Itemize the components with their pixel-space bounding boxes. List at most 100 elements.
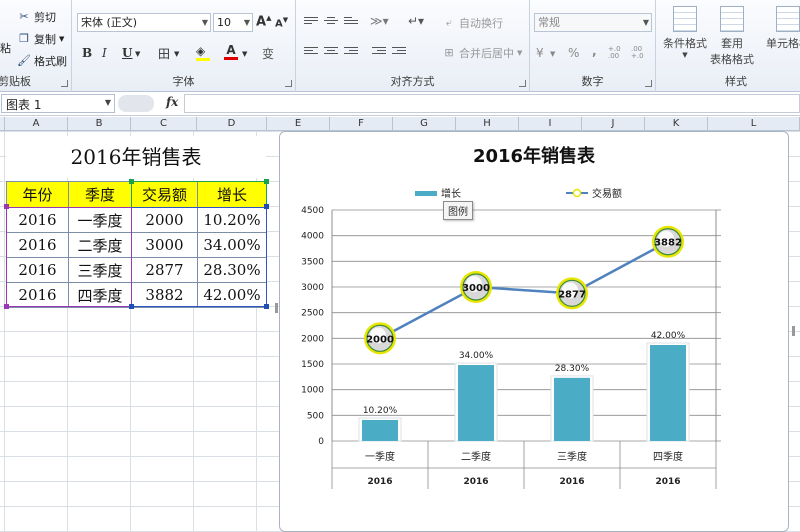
font-color-dropdown-icon[interactable]: ▼ — [242, 50, 248, 58]
increase-decimal-button[interactable]: +.0 .00 — [608, 45, 621, 60]
column-header-h[interactable]: H — [456, 117, 519, 131]
align-middle-icon[interactable] — [324, 17, 338, 28]
currency-dropdown-icon[interactable]: ▼ — [550, 50, 556, 58]
sheet-title-cell[interactable]: 2016年销售表 — [6, 136, 266, 178]
border-button[interactable]: 田 — [158, 47, 171, 61]
column-header-k[interactable]: K — [645, 117, 708, 131]
chart-object[interactable]: 2016年销售表 0 500 1000 1500 2000 2500 3000 3500 400… — [279, 131, 789, 532]
header-cell-quarter[interactable]: 季度 — [68, 181, 132, 208]
chart-title[interactable]: 2016年销售表 — [472, 146, 596, 167]
format-as-table-button[interactable]: 套用 表格格式 — [706, 6, 758, 67]
underline-button[interactable]: U — [122, 46, 133, 60]
table-cell[interactable]: 四季度 — [68, 282, 132, 308]
align-bottom-icon[interactable] — [344, 17, 358, 28]
font-size-select[interactable]: 10 ▼ — [213, 13, 253, 32]
select-all-corner[interactable] — [0, 117, 5, 131]
bold-button[interactable]: B — [82, 46, 93, 60]
column-header-c[interactable]: C — [131, 117, 197, 131]
range-handle[interactable] — [129, 304, 134, 309]
paste-button[interactable]: 粘 — [0, 40, 11, 56]
table-cell[interactable]: 三季度 — [68, 257, 132, 283]
table-cell[interactable]: 42.00% — [197, 282, 267, 308]
table-cell[interactable]: 28.30% — [197, 257, 267, 283]
table-cell[interactable]: 2016 — [6, 282, 69, 308]
number-format-select[interactable]: 常规 ▼ — [534, 13, 652, 32]
range-handle[interactable] — [264, 204, 269, 209]
bar-data-label: 10.20% — [363, 406, 398, 416]
table-cell[interactable]: 2016 — [6, 232, 69, 258]
column-header-i[interactable]: I — [519, 117, 582, 131]
phonetic-button[interactable]: 变 — [262, 47, 275, 61]
y-tick-label: 2500 — [301, 309, 324, 319]
font-color-button[interactable]: A — [224, 43, 238, 60]
table-cell[interactable]: 3000 — [131, 232, 198, 258]
copy-button[interactable]: ❐ 复制 ▼ — [17, 31, 64, 47]
grow-font-button[interactable]: A▲ — [256, 14, 272, 30]
wrap-text-button[interactable]: ⤶ 自动换行 — [442, 15, 503, 31]
range-handle[interactable] — [4, 304, 9, 309]
percent-button[interactable]: % — [568, 46, 580, 60]
name-box[interactable]: 图表 1 ▼ — [1, 94, 115, 113]
underline-dropdown-icon[interactable]: ▼ — [135, 50, 141, 58]
column-header-b[interactable]: B — [68, 117, 131, 131]
insert-function-button[interactable]: fx — [166, 95, 179, 109]
clipboard-launcher-icon[interactable] — [61, 80, 68, 87]
fill-color-button[interactable]: ◈ — [196, 44, 210, 61]
indent-icon[interactable]: ↵▾ — [408, 14, 425, 28]
header-cell-year[interactable]: 年份 — [6, 181, 69, 208]
align-top-icon[interactable] — [304, 17, 318, 28]
range-handle[interactable] — [129, 179, 134, 184]
format-painter-button[interactable]: 🖌 格式刷 — [17, 53, 67, 69]
table-cell[interactable]: 34.00% — [197, 232, 267, 258]
alignment-launcher-icon[interactable] — [519, 80, 526, 87]
column-header-g[interactable]: G — [393, 117, 456, 131]
header-cell-amount[interactable]: 交易额 — [131, 181, 198, 208]
number-launcher-icon[interactable] — [645, 80, 652, 87]
column-header-e[interactable]: E — [267, 117, 330, 131]
table-cell[interactable]: 2877 — [131, 257, 198, 283]
align-left-icon[interactable] — [304, 47, 318, 58]
range-handle[interactable] — [264, 179, 269, 184]
currency-button[interactable]: ¥ — [536, 46, 544, 60]
column-header-j[interactable]: J — [582, 117, 645, 131]
column-header-d[interactable]: D — [197, 117, 267, 131]
table-cell[interactable]: 二季度 — [68, 232, 132, 258]
legend-label: 交易额 — [592, 187, 622, 200]
formula-bar-splitter[interactable] — [118, 95, 154, 112]
column-header-f[interactable]: F — [330, 117, 393, 131]
table-cell[interactable]: 2016 — [6, 207, 69, 233]
merge-center-button[interactable]: ⊞ 合并后居中 ▼ — [442, 45, 522, 61]
align-right-icon[interactable] — [344, 47, 358, 58]
table-cell[interactable]: 一季度 — [68, 207, 132, 233]
italic-button[interactable]: I — [102, 46, 107, 60]
alignment-group: ≫▾ ↵▾ ⤶ 自动换行 ⊞ 合并后居中 ▼ 对齐方式 — [296, 0, 530, 92]
increase-indent-icon[interactable] — [392, 47, 406, 58]
column-header-l[interactable]: L — [708, 117, 800, 131]
header-cell-growth[interactable]: 增长 — [197, 181, 267, 208]
table-cell[interactable]: 2016 — [6, 257, 69, 283]
range-handle[interactable] — [264, 304, 269, 309]
font-name-select[interactable]: 宋体 (正文) ▼ — [77, 13, 211, 32]
table-cell[interactable]: 10.20% — [197, 207, 267, 233]
formula-input[interactable] — [184, 94, 800, 113]
conditional-format-button[interactable]: 条件格式 ▼ — [660, 6, 710, 59]
font-launcher-icon[interactable] — [285, 80, 292, 87]
table-cell[interactable]: 2000 — [131, 207, 198, 233]
decrease-indent-icon[interactable] — [372, 47, 386, 58]
chart-resize-handle[interactable] — [275, 303, 278, 313]
chart-resize-handle[interactable] — [792, 326, 795, 336]
border-dropdown-icon[interactable]: ▼ — [174, 50, 180, 58]
range-handle[interactable] — [4, 204, 9, 209]
column-header-a[interactable]: A — [5, 117, 68, 131]
table-header-row: 年份 季度 交易额 增长 — [6, 181, 267, 208]
comma-button[interactable]: , — [592, 44, 597, 58]
chart-plot[interactable]: 0 500 1000 1500 2000 2500 3000 3500 4000 4500 10.2… — [280, 132, 790, 532]
line-data-label: 2877 — [558, 289, 586, 300]
decrease-decimal-button[interactable]: .00 +.0 — [631, 45, 644, 60]
align-center-icon[interactable] — [324, 47, 338, 58]
table-cell[interactable]: 3882 — [131, 282, 198, 308]
cut-button[interactable]: ✂ 剪切 — [17, 9, 56, 25]
orientation-icon[interactable]: ≫▾ — [370, 14, 389, 28]
shrink-font-button[interactable]: A▼ — [275, 16, 289, 30]
